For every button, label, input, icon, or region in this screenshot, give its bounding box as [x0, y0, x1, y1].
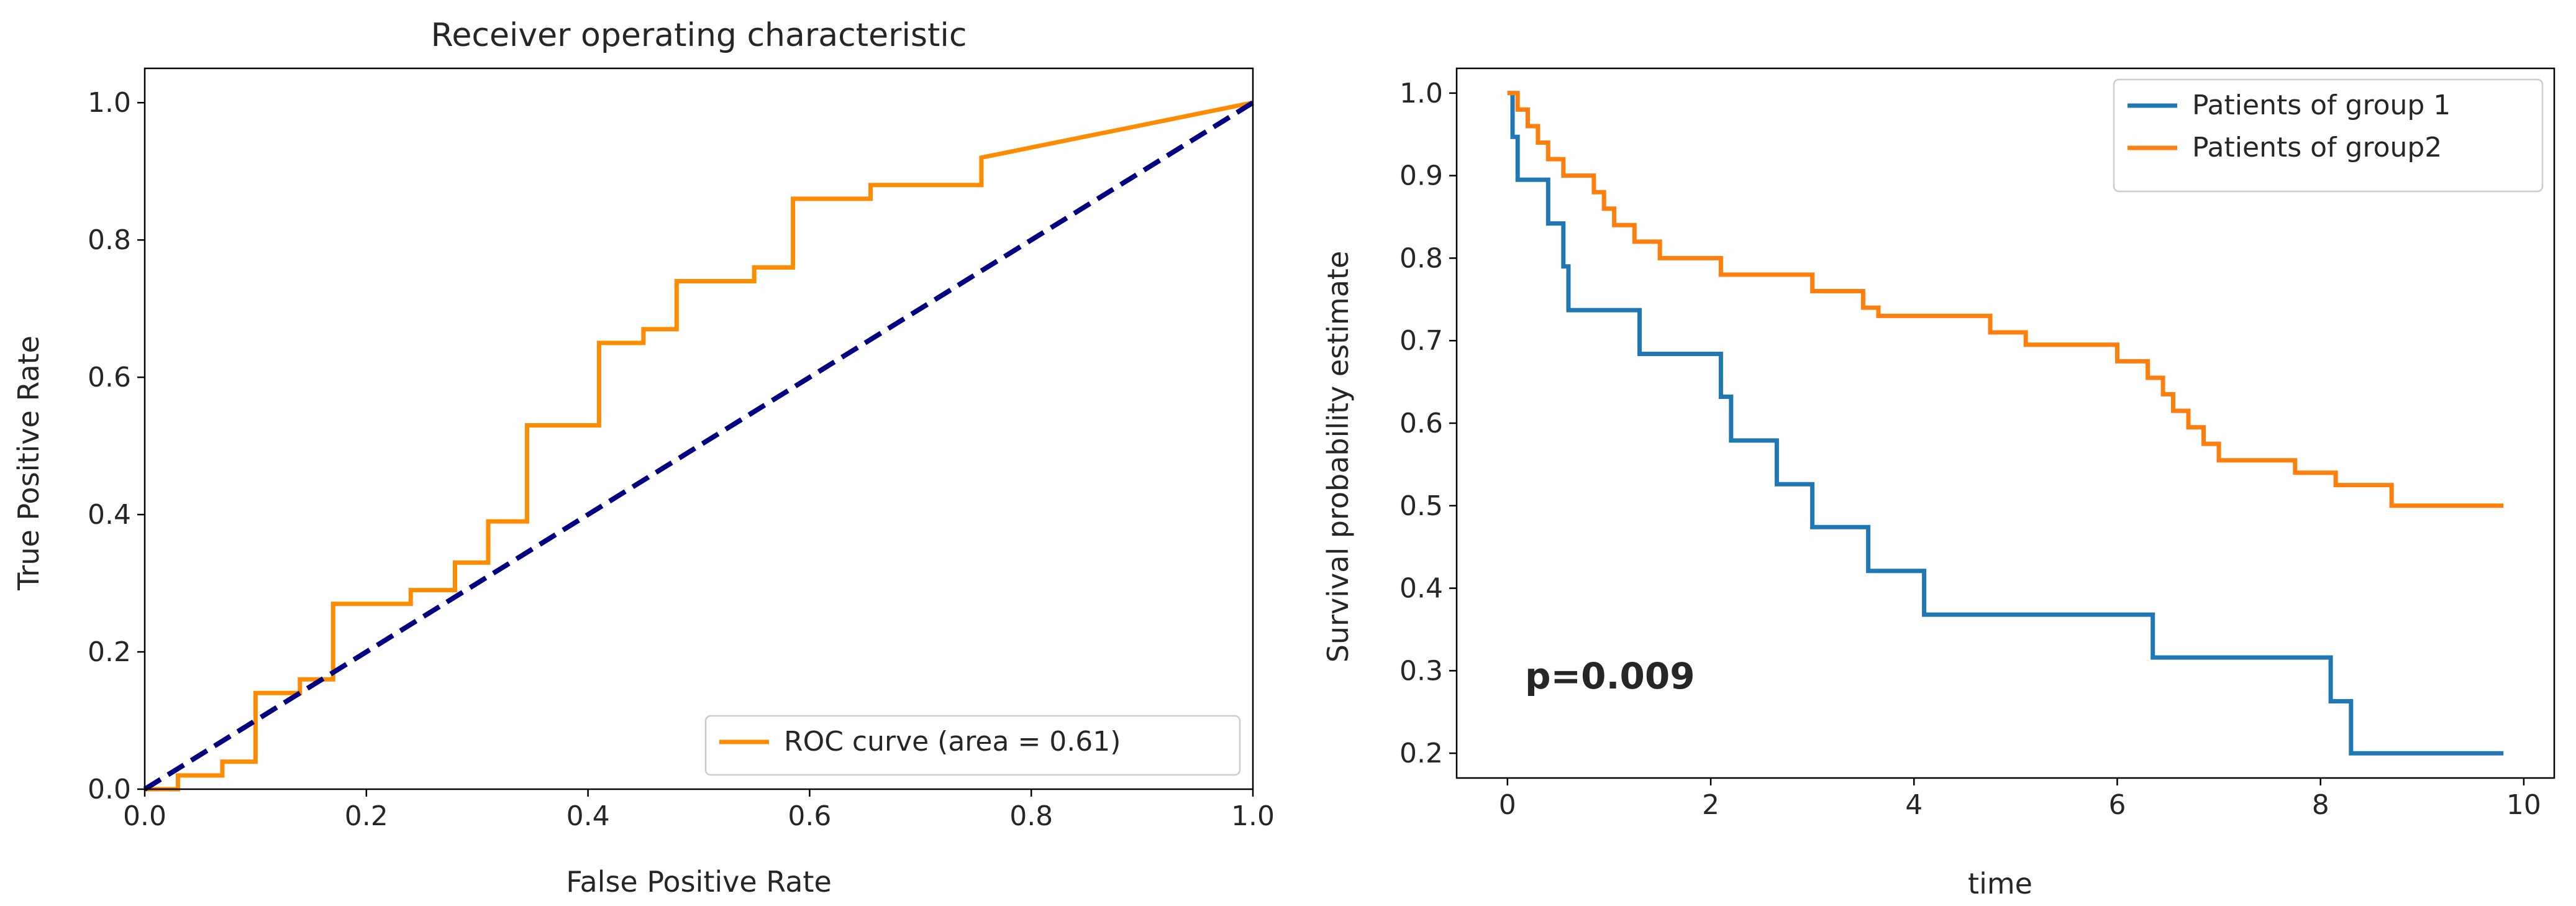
roc-title: Receiver operating characteristic — [431, 17, 967, 54]
survival-x-axis-label: time — [1968, 867, 2032, 900]
roc-y-axis-label: True Positive Rate — [12, 336, 45, 591]
roc-axes-frame — [143, 67, 1254, 790]
roc-legend-label: ROC curve (area = 0.61) — [784, 726, 1121, 757]
roc-y-tick-label: 0.2 — [88, 636, 131, 668]
roc-y-tick-label: 0.8 — [88, 224, 131, 256]
roc-x-tick-label: 0.6 — [788, 800, 831, 832]
survival-y-tick-label: 0.5 — [1400, 490, 1443, 522]
roc-x-tick-label: 0.8 — [1009, 800, 1053, 832]
survival-legend-label: Patients of group2 — [2192, 132, 2442, 163]
survival-x-tick-label: 8 — [2312, 789, 2329, 821]
roc-chart: Receiver operating characteristic 0.0 0.2… — [12, 17, 1275, 899]
roc-plot-area: 0.0 0.2 0.4 0.6 0.8 1.0 0.0 0.2 0.4 0.6 0.8 1.0 ROC … — [88, 67, 1275, 832]
roc-x-tick-label: 0.0 — [123, 800, 166, 832]
roc-y-tick-label: 0.4 — [88, 499, 131, 531]
roc-y-tick-label: 1.0 — [88, 87, 131, 119]
survival-chart: 0 2 4 6 8 10 0.2 0.3 0.4 0.5 0.6 0.7 0.8 0.9 1.0 Patien… — [1321, 67, 2556, 900]
roc-legend-box — [704, 715, 1241, 776]
survival-x-tick-label: 10 — [2506, 789, 2541, 821]
survival-y-tick-label: 1.0 — [1400, 78, 1443, 109]
survival-series-line-1 — [1507, 91, 2504, 756]
survival-y-tick-label: 0.7 — [1400, 325, 1443, 357]
survival-y-tick-label: 0.3 — [1400, 655, 1443, 687]
survival-y-axis-label: Survival probability estimate — [1321, 251, 1355, 663]
survival-y-tick-label: 0.6 — [1400, 408, 1443, 439]
survival-legend-label: Patients of group 1 — [2192, 89, 2451, 121]
survival-y-tick-label: 0.4 — [1400, 573, 1443, 605]
survival-x-tick-label: 4 — [1905, 789, 1923, 821]
survival-series-line-2 — [1507, 91, 2504, 508]
survival-x-tick-label: 6 — [2108, 789, 2126, 821]
roc-y-tick-label: 0.6 — [88, 362, 131, 393]
roc-x-axis-label: False Positive Rate — [566, 865, 832, 899]
roc-x-tick-label: 1.0 — [1231, 800, 1275, 832]
survival-y-tick-label: 0.9 — [1400, 160, 1443, 192]
roc-x-tick-label: 0.2 — [345, 800, 388, 832]
survival-plot-area: 0 2 4 6 8 10 0.2 0.3 0.4 0.5 0.6 0.7 0.8 0.9 1.0 Patien… — [1400, 67, 2556, 821]
roc-series-line-1 — [145, 100, 1254, 792]
p-value-annotation: p=0.009 — [1525, 655, 1695, 697]
roc-y-tick-label: 0.0 — [88, 774, 131, 805]
survival-y-tick-label: 0.8 — [1400, 242, 1443, 274]
survival-x-tick-label: 2 — [1702, 789, 1719, 821]
survival-legend-box — [2113, 78, 2544, 193]
roc-x-tick-label: 0.4 — [567, 800, 610, 832]
survival-x-tick-label: 0 — [1499, 789, 1516, 821]
survival-y-tick-label: 0.2 — [1400, 738, 1443, 769]
